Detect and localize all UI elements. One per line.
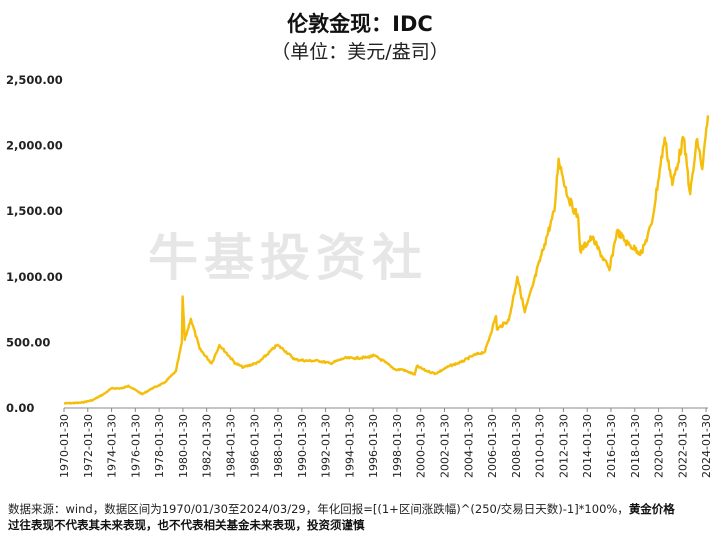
y-tick-label: 1,500.00 — [6, 204, 63, 218]
x-tick-label: 2004-01-30 — [462, 414, 475, 478]
watermark-logo: 牛基投资社 — [148, 229, 428, 287]
x-tick-label: 2016-01-30 — [605, 414, 618, 478]
x-tick-label: 1972-01-30 — [82, 414, 95, 478]
y-tick-label: 2,000.00 — [6, 139, 63, 153]
x-tick-label: 1990-01-30 — [296, 414, 309, 478]
y-tick-label: 500.00 — [6, 335, 50, 349]
x-tick-label: 2002-01-30 — [439, 414, 452, 478]
x-tick-label: 1988-01-30 — [272, 414, 285, 478]
x-tick-label: 1992-01-30 — [320, 414, 333, 478]
x-tick-label: 1998-01-30 — [391, 414, 404, 478]
x-tick-label: 1982-01-30 — [201, 414, 214, 478]
footnote-source: 数据来源：wind，数据区间为1970/01/30至2024/03/29，年化回… — [8, 502, 629, 516]
x-tick-label: 2012-01-30 — [557, 414, 570, 478]
x-tick-label: 1986-01-30 — [248, 414, 261, 478]
y-tick-label: 2,500.00 — [6, 73, 63, 87]
footnote-disclaimer-start: 黄金价格 — [628, 502, 675, 516]
x-tick-label: 1980-01-30 — [177, 414, 190, 478]
footnote: 数据来源：wind，数据区间为1970/01/30至2024/03/29，年化回… — [8, 501, 714, 533]
chart-subtitle: （单位：美元/盎司） — [271, 41, 449, 63]
x-tick-label: 2024-01-30 — [700, 414, 713, 478]
x-tick-label: 2010-01-30 — [534, 414, 547, 478]
x-tick-label: 1984-01-30 — [224, 414, 237, 478]
x-tick-label: 1978-01-30 — [153, 414, 166, 478]
footnote-disclaimer: 过往表现不代表其未来表现，也不代表相关基金未来表现，投资须谨慎 — [8, 518, 365, 532]
x-tick-label: 1974-01-30 — [106, 414, 119, 478]
y-tick-label: 1,000.00 — [6, 270, 63, 284]
x-tick-label: 1996-01-30 — [367, 414, 380, 478]
x-tick-label: 2014-01-30 — [581, 414, 594, 478]
x-tick-label: 2006-01-30 — [486, 414, 499, 478]
x-tick-label: 2020-01-30 — [653, 414, 666, 478]
x-tick-label: 2000-01-30 — [415, 414, 428, 478]
chart-title: 伦敦金现：IDC — [287, 12, 433, 36]
x-tick-label: 2008-01-30 — [510, 414, 523, 478]
x-tick-label: 1994-01-30 — [343, 414, 356, 478]
x-tick-label: 1976-01-30 — [129, 414, 142, 478]
x-tick-label: 2018-01-30 — [629, 414, 642, 478]
series-line — [63, 115, 710, 405]
x-tick-label: 2022-01-30 — [676, 414, 689, 478]
x-tick-label: 1970-01-30 — [58, 414, 71, 478]
y-tick-label: 0.00 — [6, 401, 34, 415]
